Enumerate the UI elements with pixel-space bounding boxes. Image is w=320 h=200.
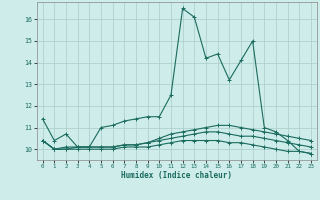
X-axis label: Humidex (Indice chaleur): Humidex (Indice chaleur) bbox=[121, 171, 232, 180]
